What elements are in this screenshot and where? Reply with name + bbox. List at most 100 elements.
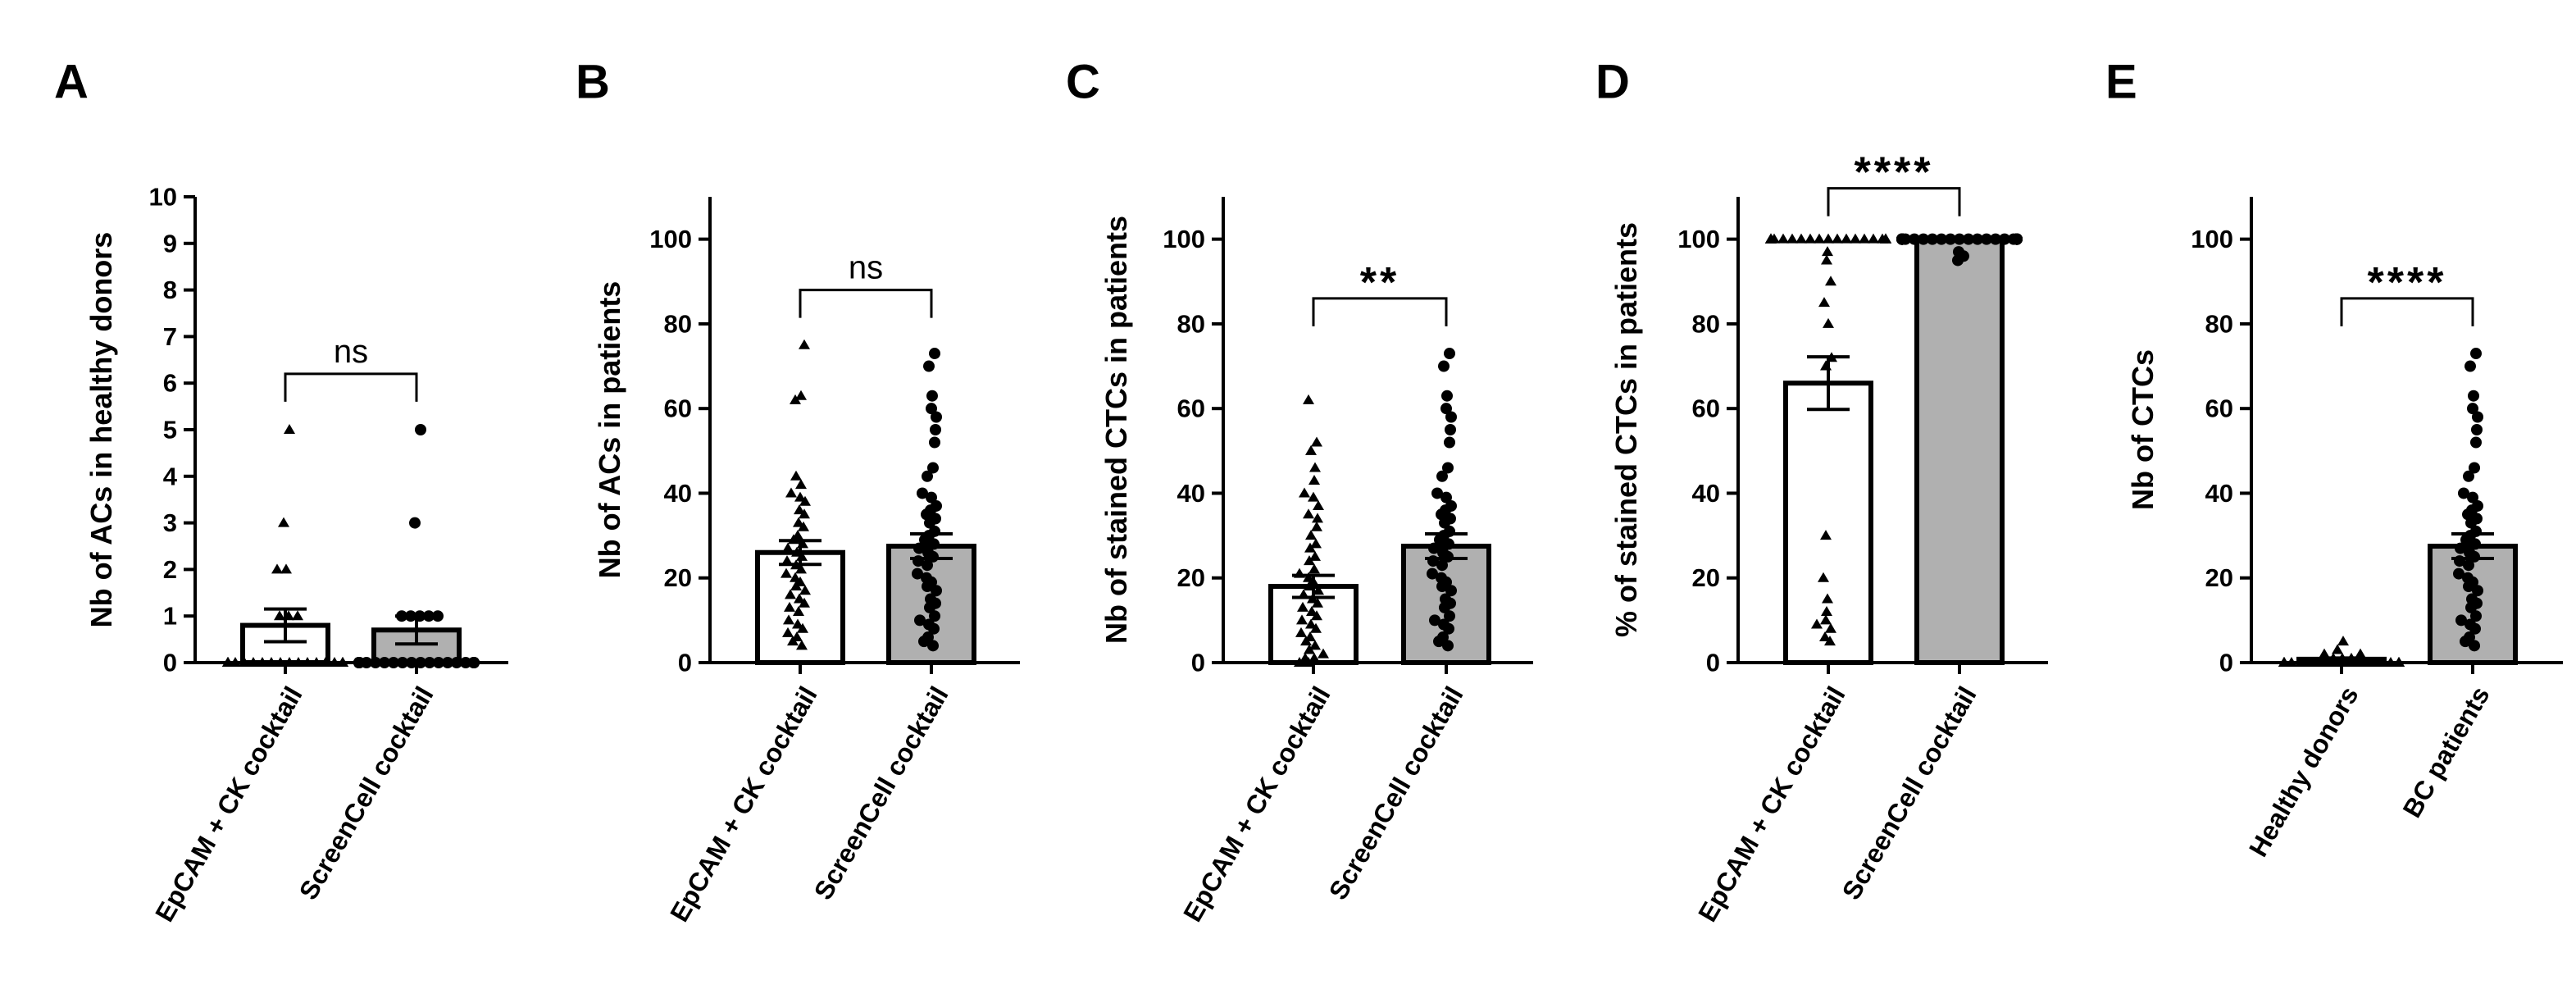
- data-point: [2470, 436, 2482, 449]
- data-point: [1442, 640, 1454, 652]
- data-point: [442, 657, 453, 668]
- data-point: [1305, 444, 1317, 455]
- data-point: [795, 479, 807, 490]
- data-point: [2332, 644, 2343, 654]
- data-point: [1820, 614, 1832, 625]
- data-point: [2472, 411, 2483, 423]
- data-point: [1308, 563, 1320, 574]
- data-point: [1990, 233, 2001, 245]
- data-point: [1909, 233, 1920, 245]
- data-point: [790, 572, 801, 582]
- y-tick-label: 20: [1692, 563, 1720, 592]
- data-point: [1299, 487, 1310, 498]
- data-point: [451, 657, 462, 668]
- data-point: [2469, 462, 2480, 474]
- data-point: [406, 657, 417, 668]
- data-point: [2355, 648, 2366, 659]
- data-point: [370, 657, 381, 668]
- y-tick-label: 0: [1191, 649, 1205, 677]
- data-point: [2471, 513, 2483, 525]
- data-point: [2458, 487, 2469, 499]
- data-point: [931, 585, 942, 597]
- y-axis-label: Nb of ACs in patients: [593, 281, 626, 579]
- data-point: [1313, 585, 1324, 595]
- y-tick-label: 40: [1177, 479, 1205, 508]
- y-tick-label: 20: [664, 563, 692, 592]
- x-tick-label: EpCAM + CK cocktail: [149, 681, 307, 927]
- data-point: [1880, 233, 1891, 244]
- y-tick-label: 20: [1177, 563, 1205, 592]
- data-point: [1821, 606, 1832, 617]
- data-point: [795, 390, 807, 400]
- data-point: [1436, 559, 1448, 572]
- data-point: [794, 491, 806, 502]
- data-point: [1318, 648, 1329, 659]
- y-axis-label: Nb of ACs in healthy donors: [84, 232, 118, 628]
- data-point: [2464, 618, 2476, 631]
- data-point: [922, 631, 934, 644]
- data-point: [921, 572, 932, 584]
- data-point: [275, 657, 286, 667]
- data-point: [2470, 348, 2482, 360]
- y-tick-label: 3: [163, 508, 177, 537]
- data-point: [271, 563, 283, 574]
- data-point: [2385, 657, 2396, 667]
- data-point: [1896, 233, 1908, 245]
- y-tick-label: 100: [1163, 225, 1205, 253]
- data-point: [274, 610, 285, 621]
- significance-bracket: [1312, 297, 1448, 326]
- data-point: [2278, 657, 2290, 667]
- data-point: [2337, 636, 2349, 646]
- data-point: [1859, 233, 1870, 244]
- data-point: [781, 567, 792, 578]
- data-point: [926, 403, 937, 415]
- data-point: [1295, 627, 1307, 637]
- data-point: [782, 627, 794, 637]
- y-tick-label: 0: [163, 649, 177, 677]
- data-point: [1981, 233, 1992, 245]
- data-point: [1438, 360, 1450, 372]
- data-point: [2472, 499, 2483, 512]
- data-point: [1818, 572, 1829, 582]
- data-point: [931, 499, 942, 512]
- data-point: [1819, 631, 1831, 642]
- data-point: [1795, 233, 1807, 244]
- data-point: [1304, 631, 1316, 642]
- data-point: [1445, 585, 1457, 597]
- data-point: [1444, 348, 1455, 360]
- data-point: [2286, 657, 2297, 667]
- data-point: [923, 360, 935, 372]
- y-tick-label: 5: [163, 416, 177, 444]
- data-point: [917, 487, 928, 499]
- data-point: [1805, 233, 1816, 244]
- data-point: [1442, 462, 1454, 474]
- data-point: [1440, 491, 1452, 504]
- data-point: [1445, 499, 1457, 512]
- data-point: [1303, 508, 1314, 519]
- data-point: [284, 657, 295, 667]
- data-point: [2453, 567, 2464, 580]
- y-tick-label: 1: [163, 602, 177, 631]
- data-point: [930, 424, 941, 435]
- data-point: [320, 657, 331, 667]
- y-tick-label: 8: [163, 276, 177, 304]
- data-point: [1431, 487, 1443, 499]
- data-point: [1841, 233, 1852, 244]
- data-point: [794, 504, 805, 515]
- data-point: [785, 589, 796, 599]
- data-point: [930, 513, 941, 525]
- y-tick-label: 60: [664, 394, 692, 423]
- y-tick-label: 0: [678, 649, 692, 677]
- data-point: [2469, 640, 2480, 652]
- data-point: [1305, 530, 1317, 540]
- data-point: [785, 487, 797, 498]
- data-point: [2011, 233, 2023, 245]
- panel-letter: D: [1595, 56, 1630, 109]
- data-point: [311, 657, 322, 667]
- data-point: [2464, 631, 2475, 644]
- significance-label: ns: [334, 334, 368, 370]
- y-tick-label: 60: [1177, 394, 1205, 423]
- y-tick-label: 2: [163, 555, 177, 584]
- significance-bracket: [2340, 297, 2474, 326]
- y-tick-label: 80: [664, 309, 692, 338]
